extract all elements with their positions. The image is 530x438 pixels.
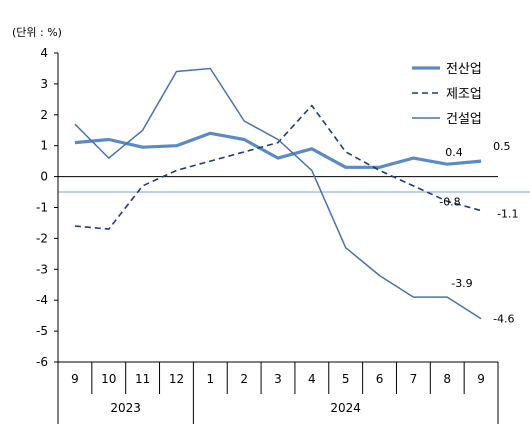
data-label: -0.8 bbox=[439, 195, 460, 208]
data-label: -1.1 bbox=[497, 208, 518, 221]
legend-label: 건설업 bbox=[446, 112, 482, 127]
data-label: 0.4 bbox=[445, 146, 463, 159]
x-tick-label: 6 bbox=[376, 372, 384, 386]
x-tick-label: 11 bbox=[135, 372, 150, 386]
data-label: -3.9 bbox=[451, 277, 472, 290]
legend-label: 제조업 bbox=[446, 87, 482, 102]
y-tick-label: -6 bbox=[36, 355, 48, 369]
x-tick-label: 12 bbox=[169, 372, 184, 386]
y-tick-label: 3 bbox=[40, 77, 48, 91]
series-line-2 bbox=[74, 104, 482, 230]
y-tick-label: 1 bbox=[40, 139, 48, 153]
x-tick-label: 9 bbox=[71, 372, 79, 386]
unit-label: (단위 : %) bbox=[12, 26, 62, 39]
x-tick-label: 10 bbox=[101, 372, 116, 386]
y-tick-label: -2 bbox=[36, 231, 48, 245]
y-tick-label: -4 bbox=[36, 293, 48, 307]
y-tick-label: -1 bbox=[36, 201, 48, 215]
series-layer bbox=[74, 67, 482, 320]
y-axis: 4 3 2 1 0 -1 -2 -3 -4 -5 -6 bbox=[36, 46, 59, 369]
year-label: 2024 bbox=[330, 401, 361, 415]
y-tick-label: 4 bbox=[40, 46, 48, 60]
data-label: -4.6 bbox=[493, 313, 514, 326]
data-label: 0.5 bbox=[493, 140, 511, 153]
x-tick-label: 3 bbox=[274, 372, 282, 386]
series-line-1 bbox=[74, 131, 482, 169]
plot-area bbox=[58, 176, 530, 193]
year-label: 2023 bbox=[110, 401, 141, 415]
legend-label: 전산업 bbox=[446, 62, 482, 77]
x-tick-label: 2 bbox=[240, 372, 248, 386]
x-tick-label: 4 bbox=[308, 372, 316, 386]
x-tick-label: 9 bbox=[477, 372, 485, 386]
y-tick-label: -3 bbox=[36, 262, 48, 276]
data-labels: 0.4 0.5 -0.8 -1.1 -3.9 -4.6 bbox=[439, 140, 518, 326]
x-tick-label: 5 bbox=[342, 372, 350, 386]
x-tick-label: 7 bbox=[410, 372, 418, 386]
y-tick-label: -5 bbox=[36, 324, 48, 338]
x-tick-label: 8 bbox=[443, 372, 451, 386]
y-tick-label: 2 bbox=[40, 108, 48, 122]
series-line-3 bbox=[74, 67, 482, 320]
y-tick-label: 0 bbox=[40, 170, 48, 184]
x-tick-label: 1 bbox=[206, 372, 214, 386]
